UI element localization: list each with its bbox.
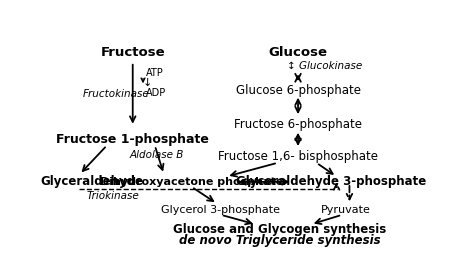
Text: Fructose 6-phosphate: Fructose 6-phosphate (234, 118, 362, 131)
Text: Glucose: Glucose (269, 46, 328, 59)
Text: ADP: ADP (146, 87, 166, 98)
Text: Pyruvate: Pyruvate (321, 205, 371, 214)
Text: Glycerol 3-phosphate: Glycerol 3-phosphate (161, 205, 281, 214)
Text: Aldolase B: Aldolase B (129, 150, 184, 160)
Text: de novo Triglyceride synthesis: de novo Triglyceride synthesis (179, 234, 381, 247)
Text: Dihydroxyacetone phosphate: Dihydroxyacetone phosphate (100, 177, 283, 187)
Text: Glucose and Glycogen synthesis: Glucose and Glycogen synthesis (173, 223, 386, 236)
Text: ↓: ↓ (143, 78, 152, 88)
Text: Glucose 6-phosphate: Glucose 6-phosphate (236, 84, 361, 97)
Text: ↕ Glucokinase: ↕ Glucokinase (287, 61, 362, 71)
Text: Triokinase: Triokinase (87, 191, 139, 201)
Text: Fructose 1,6- bisphosphate: Fructose 1,6- bisphosphate (218, 150, 378, 163)
Text: Glyceraldehyde 3-phosphate: Glyceraldehyde 3-phosphate (236, 175, 426, 189)
Text: Fructose: Fructose (100, 46, 165, 59)
Text: Fructokinase: Fructokinase (83, 89, 150, 99)
Text: ATP: ATP (146, 68, 164, 78)
Text: Glyceraldehyde: Glyceraldehyde (41, 175, 144, 189)
Text: Fructose 1-phosphate: Fructose 1-phosphate (56, 133, 209, 146)
